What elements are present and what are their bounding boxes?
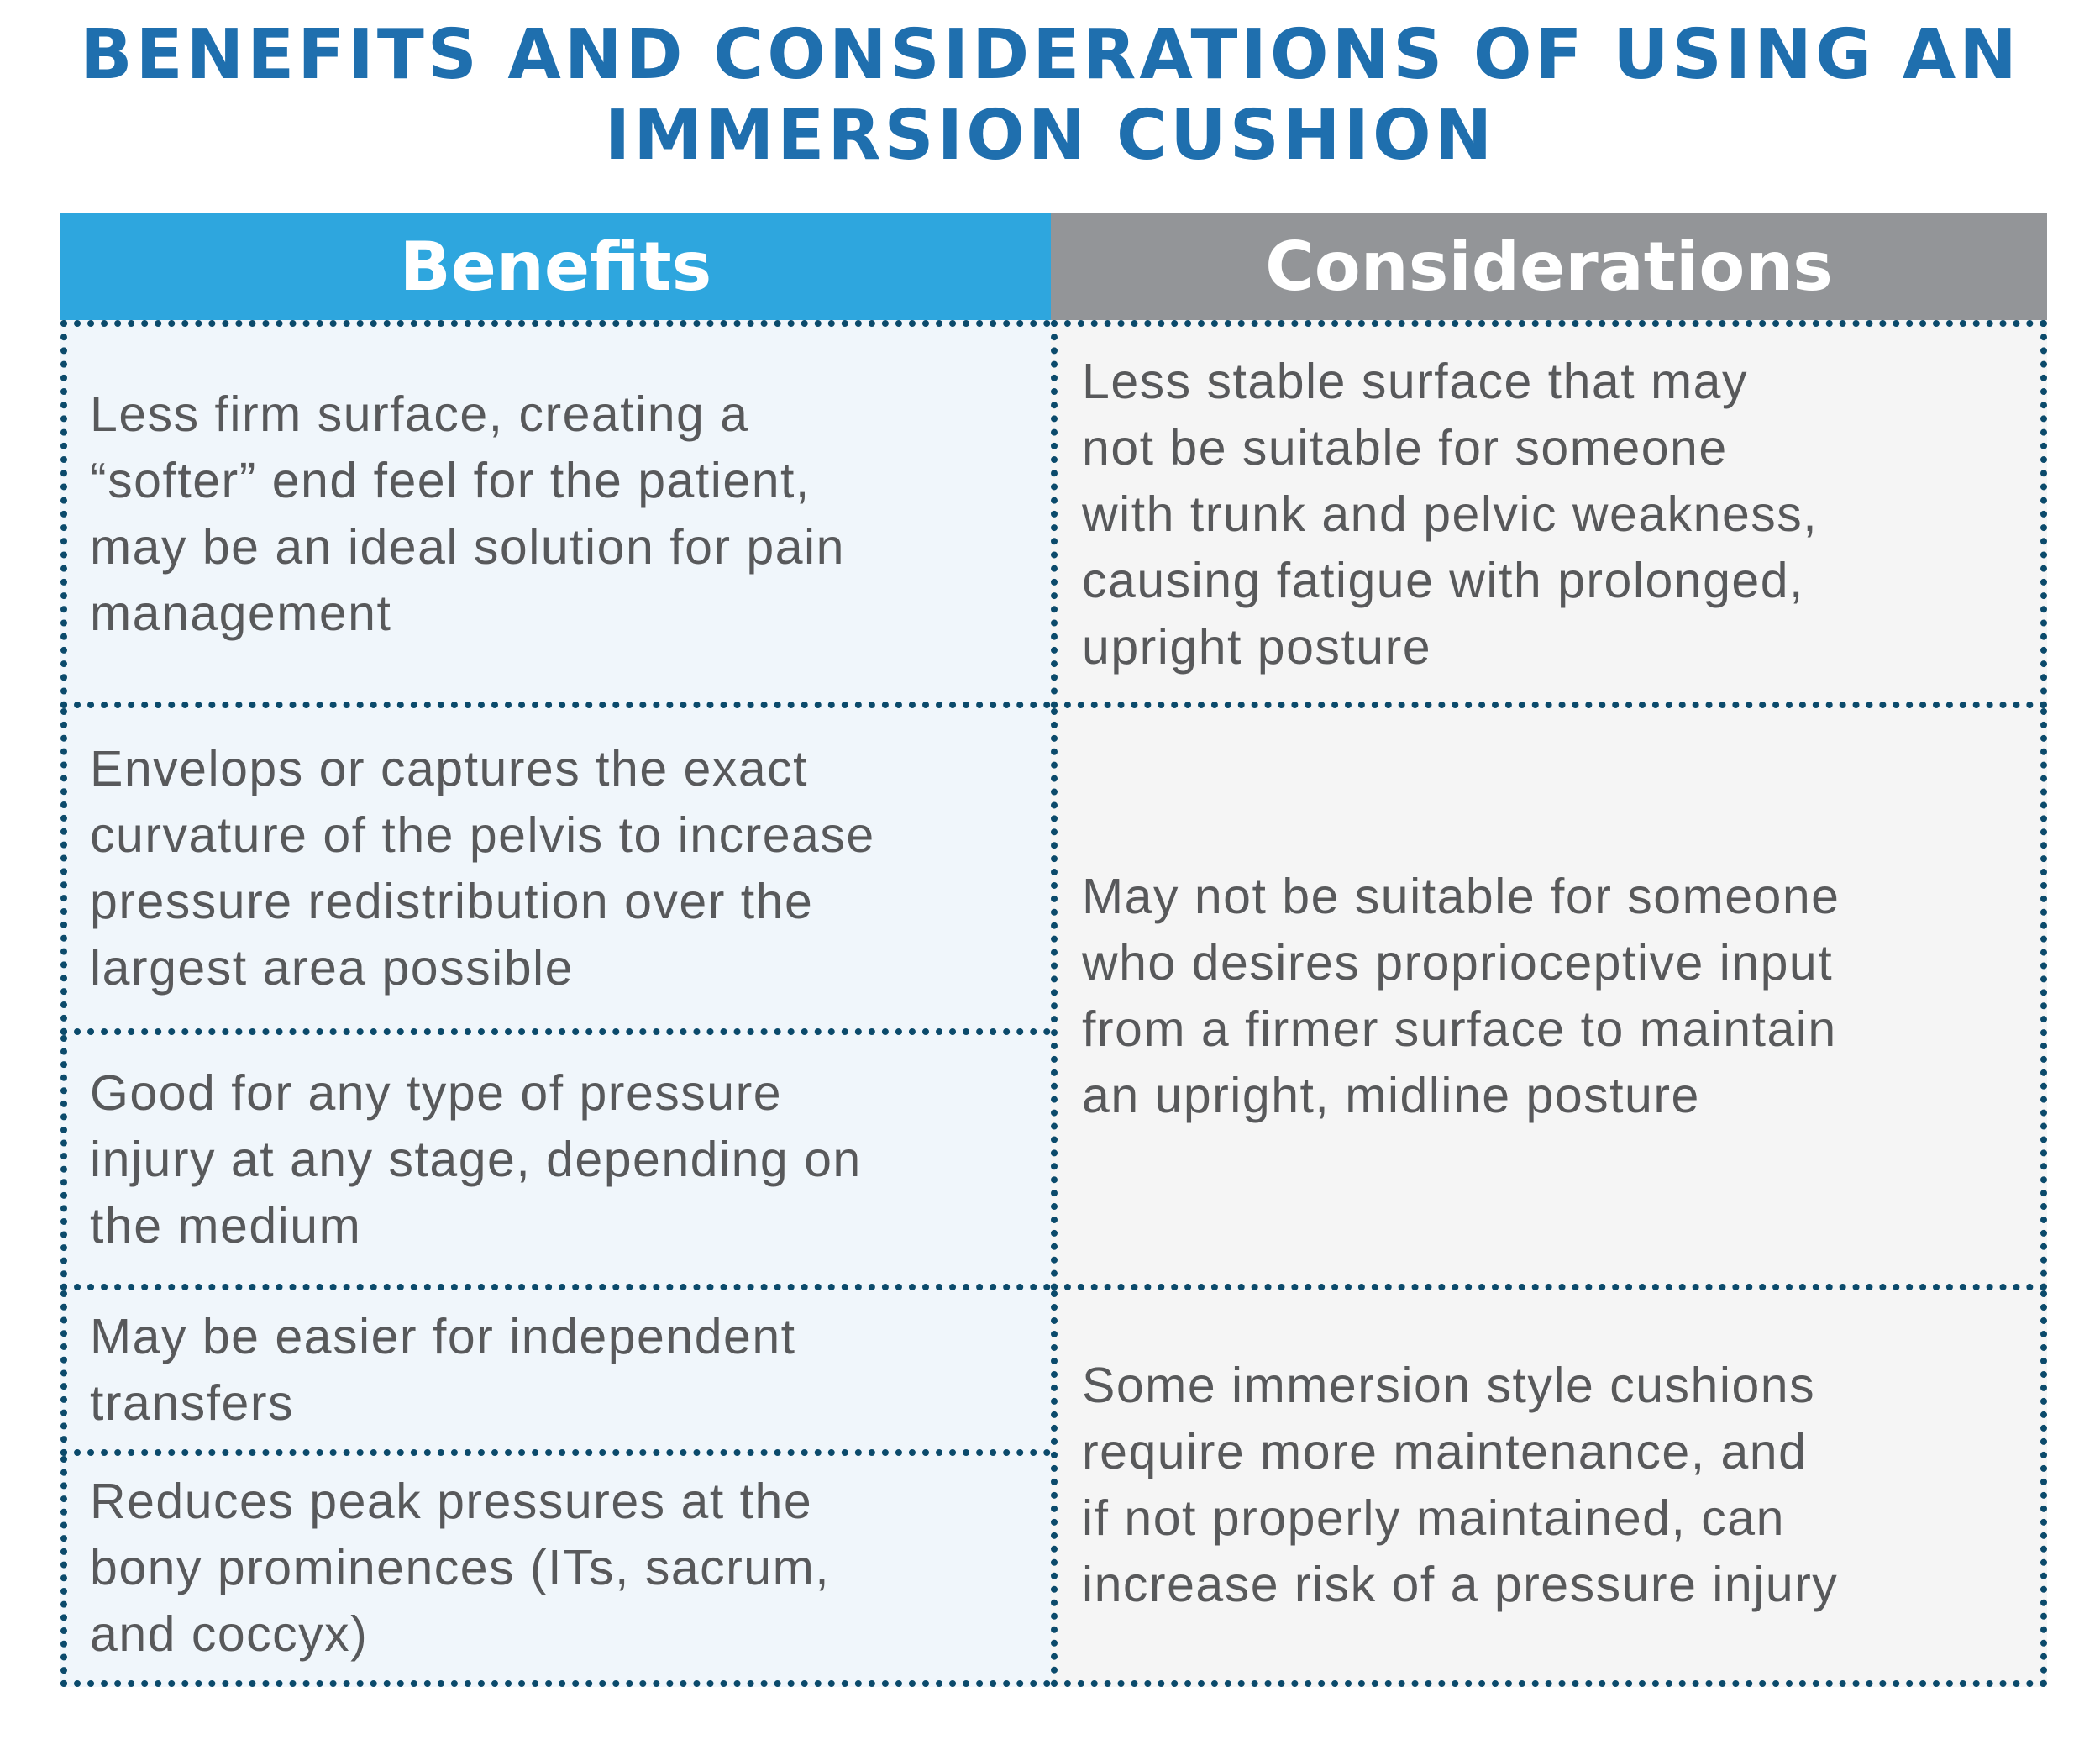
- comparison-table: Benefits Considerations Less firm surfac…: [60, 213, 2047, 1687]
- page-title: BENEFITS AND CONSIDERATIONS OF USING AN …: [80, 15, 2020, 176]
- consideration-cell: Some immersion style cushions require mo…: [1051, 1290, 2047, 1687]
- consideration-cell: May not be suitable for someone who desi…: [1051, 708, 2047, 1290]
- benefit-cell: Reduces peak pressures at the bony promi…: [60, 1456, 1051, 1687]
- benefit-cell: Less firm surface, creating a “softer” e…: [60, 320, 1051, 708]
- consideration-cell: Less stable surface that may not be suit…: [1051, 320, 2047, 708]
- considerations-header: Considerations: [1051, 213, 2047, 320]
- benefit-cell: Envelops or captures the exact curvature…: [60, 708, 1051, 1035]
- benefit-cell: May be easier for independent transfers: [60, 1290, 1051, 1456]
- benefit-cell: Good for any type of pressure injury at …: [60, 1035, 1051, 1290]
- benefits-header: Benefits: [60, 213, 1051, 320]
